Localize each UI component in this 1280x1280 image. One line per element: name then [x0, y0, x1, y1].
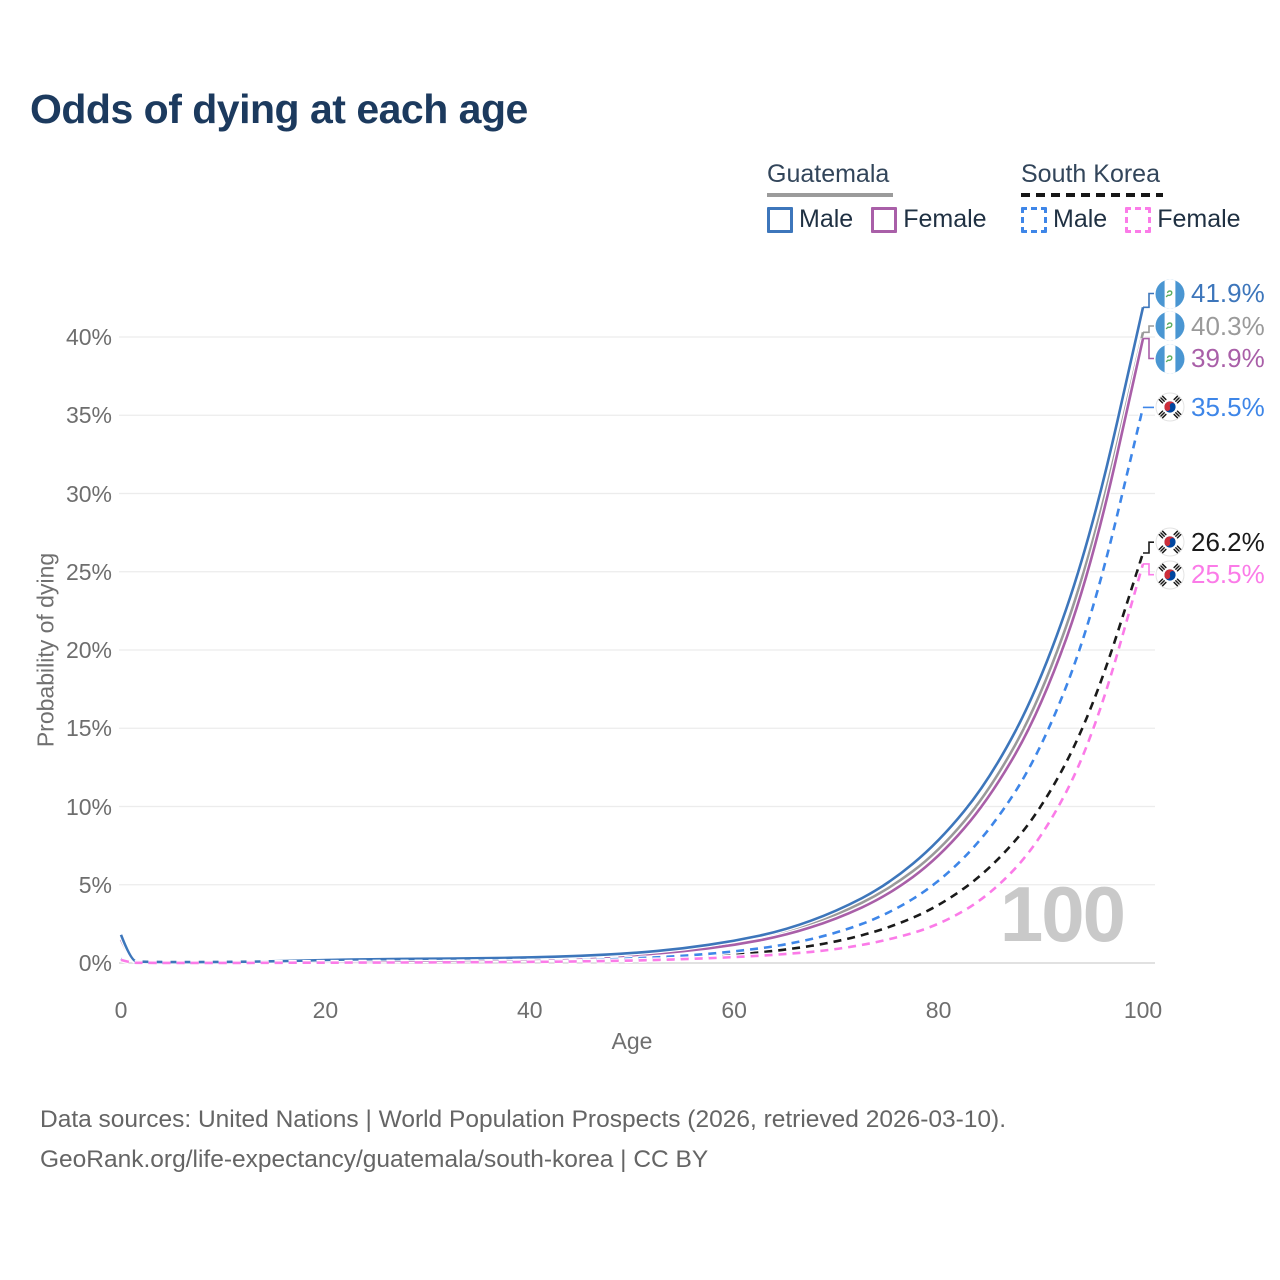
south-korea-flag-icon — [1155, 392, 1185, 422]
south-korea-flag-icon — [1155, 560, 1185, 590]
end-label-value: 25.5% — [1191, 559, 1265, 590]
south-korea-flag-icon — [1155, 527, 1185, 557]
y-tick-label-5%: 5% — [78, 871, 112, 898]
guatemala-male-line-casing — [118, 306, 1146, 965]
south-korea-male-swatch-icon — [1021, 206, 1047, 233]
end-label-value: 40.3% — [1191, 310, 1265, 341]
south-korea-both-sexes-line[interactable] — [120, 552, 1145, 965]
guatemala-male-line[interactable] — [119, 307, 1145, 964]
x-tick-label-60: 60 — [721, 997, 747, 1023]
x-tick-label-20: 20 — [312, 997, 339, 1023]
y-tick-label-25%: 25% — [65, 558, 112, 585]
y-tick-label-40%: 40% — [65, 324, 112, 350]
south-korea-both-sexes-line-casing — [120, 552, 1146, 966]
x-axis-title: Age — [611, 1028, 653, 1054]
guatemala-female-end-label: 39.9% — [1155, 343, 1265, 374]
legend-item-south-korea-male[interactable]: Male — [1021, 205, 1107, 234]
y-tick-label-15%: 15% — [65, 715, 112, 742]
legend-label-female: Female — [903, 205, 987, 233]
y-tick-label-0%: 0% — [78, 950, 112, 976]
south-korea-female-line[interactable] — [120, 563, 1145, 965]
south-korea-female-line-casing — [120, 563, 1146, 966]
attribution-note: GeoRank.org/life-expectancy/guatemala/so… — [40, 1146, 709, 1173]
guatemala-male-label-connector — [1143, 292, 1154, 309]
guatemala-both-sexes-end-label: 40.3% — [1155, 311, 1265, 341]
x-tick-label-80: 80 — [925, 997, 952, 1023]
guatemala-both-sexes-label-connector — [1143, 325, 1154, 334]
south-korea-female-label-connector — [1143, 563, 1154, 576]
legend-item-guatemala-female[interactable]: Female — [871, 205, 987, 234]
y-tick-label-35%: 35% — [65, 402, 112, 429]
guatemala-male-end-label: 41.9% — [1155, 278, 1265, 309]
guatemala-flag-icon — [1155, 311, 1185, 341]
legend-label-female: Female — [1157, 205, 1241, 233]
end-label-value: 35.5% — [1191, 391, 1265, 422]
x-tick-label-40: 40 — [517, 997, 543, 1023]
south-korea-male-line[interactable] — [120, 407, 1145, 965]
end-label-value: 41.9% — [1191, 278, 1265, 309]
south-korea-male-end-label: 35.5% — [1155, 392, 1265, 422]
legend-country-south-korea: South Korea — [1021, 160, 1160, 188]
age-counter-watermark: 100 — [1000, 870, 1124, 958]
guatemala-flag-icon — [1155, 344, 1185, 374]
legend-group-south-korea: South Korea Male Female — [1021, 160, 1259, 234]
guatemala-flag-icon — [1155, 279, 1185, 309]
south-korea-both-sexes-end-label: 26.2% — [1155, 527, 1265, 557]
guatemala-female-label-connector — [1143, 337, 1154, 360]
y-tick-label-30%: 30% — [65, 480, 112, 507]
guatemala-male-swatch-icon — [767, 206, 793, 233]
south-korea-female-end-label: 25.5% — [1155, 559, 1265, 590]
data-source-note: Data sources: United Nations | World Pop… — [40, 1106, 1007, 1133]
south-korea-dashed-line-swatch — [1021, 193, 1163, 197]
guatemala-solid-line-swatch — [767, 193, 893, 197]
end-label-value: 39.9% — [1191, 343, 1265, 374]
legend-item-south-korea-female[interactable]: Female — [1125, 205, 1241, 234]
south-korea-both-sexes-label-connector — [1143, 541, 1154, 554]
south-korea-female-swatch-icon — [1125, 206, 1152, 233]
guatemala-female-swatch-icon — [871, 206, 898, 233]
x-tick-label-0: 0 — [114, 997, 128, 1023]
south-korea-male-line-casing — [120, 406, 1146, 966]
page-title: Odds of dying at each age — [30, 86, 528, 132]
legend-country-guatemala: Guatemala — [767, 160, 890, 188]
y-tick-label-20%: 20% — [65, 637, 112, 663]
legend-label-male: Male — [1053, 205, 1108, 233]
legend-item-guatemala-male[interactable]: Male — [767, 205, 853, 234]
legend-label-male: Male — [799, 205, 854, 233]
x-tick-label-100: 100 — [1123, 997, 1163, 1023]
end-label-value: 26.2% — [1191, 526, 1265, 557]
y-tick-label-10%: 10% — [65, 793, 112, 820]
legend-group-guatemala: Guatemala Male Female — [767, 160, 1005, 234]
